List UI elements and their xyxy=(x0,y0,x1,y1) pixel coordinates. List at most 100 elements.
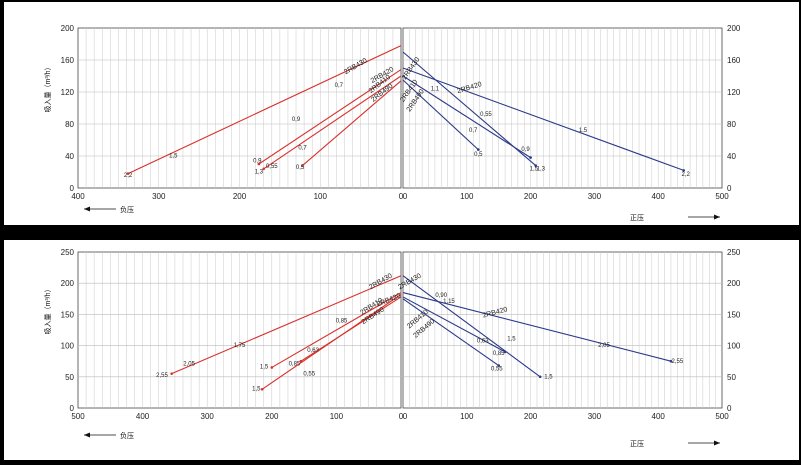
y-tick-label-left: 200 xyxy=(61,279,75,288)
x-tick-label-right: 200 xyxy=(524,412,538,421)
x-tick-label-right: 100 xyxy=(460,412,474,421)
series-point-label: 0,7 xyxy=(298,146,307,152)
series-end-point xyxy=(529,156,532,159)
x-tick-label-right: 400 xyxy=(652,412,666,421)
series-line-left-2rb490 xyxy=(302,80,402,167)
x-tick-label-left: 400 xyxy=(136,412,150,421)
series-end-point xyxy=(126,172,130,175)
series-end-label: 0,5 xyxy=(474,152,483,158)
x-tick-label-left: 100 xyxy=(330,412,344,421)
y-tick-label-right: 200 xyxy=(727,279,741,288)
series-line-left-2rb430 xyxy=(171,275,402,375)
series-point-label: 1,5 xyxy=(169,154,178,160)
y-tick-label-left: 80 xyxy=(65,120,74,129)
series-point-label: 0,85 xyxy=(336,319,348,325)
x-tick-label-left: 200 xyxy=(233,192,247,201)
x-tick-label-right: 200 xyxy=(524,192,538,201)
series-end-label: 0,9 xyxy=(253,158,262,164)
y-tick-label-right: 100 xyxy=(727,342,741,351)
x-tick-label-left: 300 xyxy=(152,192,166,201)
chart-panel-top: 0 0 40 40 80 80 120 120 160 160 200 200 400 300 200 100… xyxy=(4,2,799,225)
series-line-left-2rb420 xyxy=(271,292,402,368)
series-end-point xyxy=(682,169,686,172)
series-point-label: 0,7 xyxy=(469,128,478,134)
x-tick-label-right: 0 xyxy=(403,412,408,421)
y-tick-label-left: 0 xyxy=(70,184,75,193)
series-line-right-2rb410 xyxy=(402,296,506,353)
series-point-label: 1,1 xyxy=(431,86,440,92)
right-x-axis-title: 正压 xyxy=(630,440,644,448)
series-end-label: 0,85 xyxy=(289,362,301,368)
series-end-point xyxy=(301,164,304,167)
series-point-label: 1,3 xyxy=(537,166,546,172)
series-point-label: 0,55 xyxy=(303,372,315,378)
series-line-right-2rb410 xyxy=(402,75,531,159)
series-line-left-2rb490 xyxy=(261,293,402,390)
left-x-axis-title: 负压 xyxy=(120,205,134,214)
x-tick-label-right: 400 xyxy=(652,192,666,201)
series-end-label: 1,5 xyxy=(507,337,516,343)
series-point-label: 0,55 xyxy=(266,164,278,170)
x-tick-label-left: 300 xyxy=(201,412,215,421)
series-point-label: 2,05 xyxy=(598,343,610,349)
series-end-point xyxy=(503,350,507,354)
x-tick-label-right: 300 xyxy=(588,192,602,201)
right-arrow-head xyxy=(714,440,720,446)
series-end-point xyxy=(260,387,264,391)
series-point-label: 0,7 xyxy=(335,83,344,89)
series-point-label: 1,15 xyxy=(443,299,455,305)
y-tick-label-left: 0 xyxy=(70,404,75,413)
series-line-left-2rb430 xyxy=(127,45,402,175)
series-end-point xyxy=(538,375,542,379)
x-tick-label-left: 100 xyxy=(314,192,328,201)
series-end-point xyxy=(262,167,266,171)
series-end-label: 0,5 xyxy=(296,165,305,171)
x-tick-label-right: 0 xyxy=(403,192,408,201)
series-end-label: 2,55 xyxy=(671,359,683,365)
series-end-label: 1,5 xyxy=(252,387,261,393)
x-tick-label-right: 500 xyxy=(715,192,729,201)
y-axis-title: 吸入量（m³/h） xyxy=(44,64,52,113)
series-end-label: 0,9 xyxy=(521,147,530,153)
series-point-label: 0,63 xyxy=(307,348,319,354)
series-end-point xyxy=(497,364,501,367)
y-tick-label-right: 250 xyxy=(727,248,741,257)
series-end-point xyxy=(534,164,538,167)
series-end-point xyxy=(270,366,274,369)
series-point-label: 0,63 xyxy=(477,338,489,344)
series-line-left-2rb410 xyxy=(263,75,402,170)
series-line-right-2rb420 xyxy=(402,292,672,362)
y-tick-label-right: 0 xyxy=(727,184,732,193)
series-line-right-2rb420 xyxy=(402,67,684,171)
series-point-label: 0,90 xyxy=(435,293,447,299)
y-tick-label-left: 100 xyxy=(61,342,75,351)
series-line-right-2rb490 xyxy=(402,79,479,151)
x-tick-label-right: 500 xyxy=(715,412,729,421)
left-arrow-head xyxy=(84,432,90,438)
x-tick-label-right: 300 xyxy=(588,412,602,421)
series-line-right-2rb430 xyxy=(402,275,541,378)
y-tick-label-left: 200 xyxy=(61,24,75,33)
y-tick-label-left: 160 xyxy=(61,56,75,65)
y-tick-label-left: 50 xyxy=(65,373,74,382)
left-x-axis-title: 负压 xyxy=(120,431,134,440)
y-tick-label-right: 50 xyxy=(727,373,736,382)
x-tick-label-left: 0 xyxy=(399,192,404,201)
y-tick-label-right: 80 xyxy=(727,120,736,129)
series-line-left-2rb420 xyxy=(258,69,402,165)
y-tick-label-left: 120 xyxy=(61,88,75,97)
left-arrow-head xyxy=(84,206,90,212)
series-point-label: 1,75 xyxy=(234,343,246,349)
series-point-label: 0,55 xyxy=(480,112,492,118)
x-tick-label-left: 200 xyxy=(265,412,279,421)
y-tick-label-right: 150 xyxy=(727,310,741,319)
x-tick-label-left: 400 xyxy=(71,192,85,201)
y-tick-label-right: 40 xyxy=(727,152,736,161)
x-tick-label-left: 0 xyxy=(399,412,404,421)
series-end-label: 1,5 xyxy=(544,375,553,381)
series-point-label: 2,05 xyxy=(183,362,195,368)
y-tick-label-right: 200 xyxy=(727,24,741,33)
series-end-label: 2,2 xyxy=(124,173,133,179)
